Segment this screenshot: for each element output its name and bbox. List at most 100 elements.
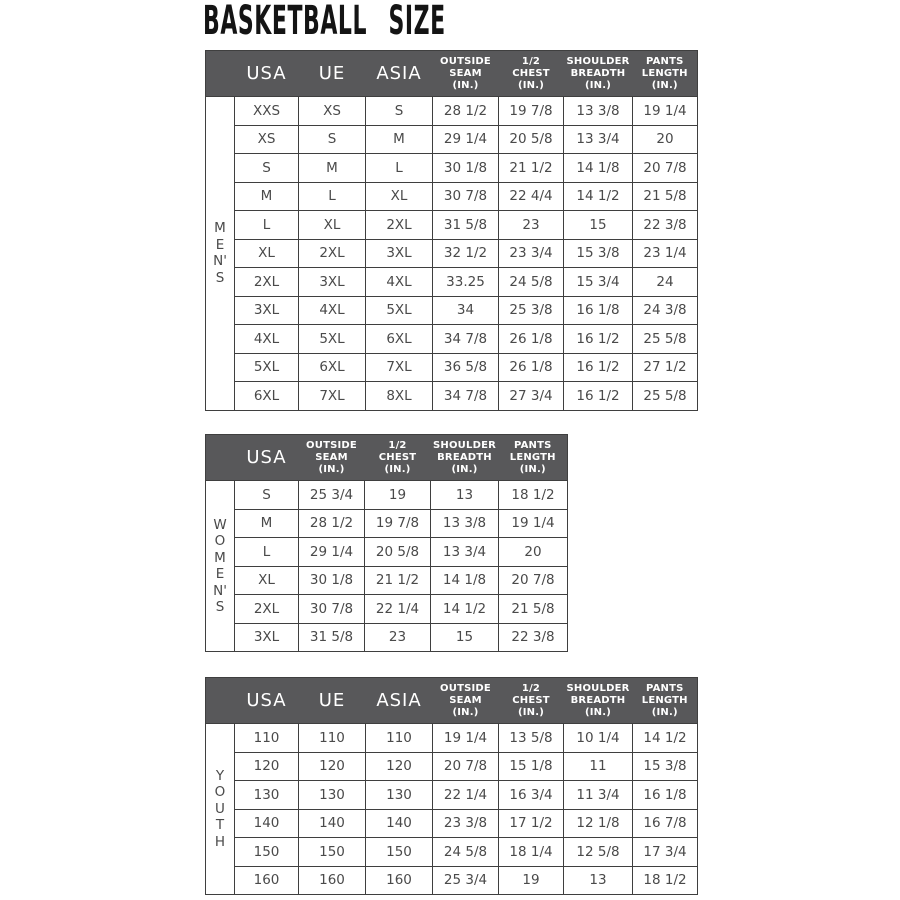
table-row: XL 30 1/8 21 1/2 14 1/8 20 7/8 xyxy=(206,565,568,595)
table-row: M E N' S XXS XS S 28 1/2 19 7/8 13 3/8 19 1/4 xyxy=(205,96,698,411)
size-cell: 22 4/4 xyxy=(498,181,564,211)
size-cell: 15 3/8 xyxy=(632,751,698,781)
size-cell: 7XL xyxy=(298,381,366,411)
size-cell: 28 1/2 xyxy=(432,96,499,126)
size-cell: 23 1/4 xyxy=(632,238,698,268)
size-cell: 6XL xyxy=(234,381,299,411)
size-cell: 140 xyxy=(365,808,433,838)
size-cell: 3XL xyxy=(365,238,433,268)
table-row: W O M E N' S S 25 3/4 19 13 18 1/2 xyxy=(205,480,568,652)
size-cell: 10 1/4 xyxy=(563,723,633,753)
size-cell: 25 3/8 xyxy=(498,295,564,325)
size-cell: 29 1/4 xyxy=(298,537,365,567)
size-cell: 16 1/2 xyxy=(563,324,633,354)
size-cell: 12 5/8 xyxy=(563,837,633,867)
size-cell: 24 xyxy=(632,267,698,297)
size-cell: 28 1/2 xyxy=(298,508,365,538)
table-row: XS S M 29 1/4 20 5/8 13 3/4 20 xyxy=(206,124,698,154)
size-cell: 25 3/4 xyxy=(298,480,365,510)
size-cell: 15 1/8 xyxy=(498,751,564,781)
size-cell: XL xyxy=(234,238,299,268)
size-cell: 34 7/8 xyxy=(432,324,499,354)
table-row: M 28 1/2 19 7/8 13 3/8 19 1/4 xyxy=(206,508,568,538)
size-cell: 20 xyxy=(632,124,698,154)
size-cell: 20 5/8 xyxy=(498,124,564,154)
table-row: 120 120 120 20 7/8 15 1/8 11 15 3/8 xyxy=(206,751,698,781)
size-cell: 3XL xyxy=(298,267,366,297)
size-cell: S xyxy=(365,96,433,126)
size-cell: 2XL xyxy=(234,267,299,297)
size-cell: 18 1/2 xyxy=(632,865,698,895)
size-cell: 4XL xyxy=(365,267,433,297)
column-header: OUTSIDE SEAM (IN.) xyxy=(298,434,365,481)
table-row: 130 130 130 22 1/4 16 3/4 11 3/4 16 1/8 xyxy=(206,780,698,810)
womens-size-table: USA OUTSIDE SEAM (IN.) 1/2 CHEST (IN.) SHOU… xyxy=(205,434,568,652)
size-cell: 22 3/8 xyxy=(498,622,568,652)
size-cell: 8XL xyxy=(365,381,433,411)
size-cell: 110 xyxy=(365,723,433,753)
table-row: L 29 1/4 20 5/8 13 3/4 20 xyxy=(206,537,568,567)
size-cell: 25 3/4 xyxy=(432,865,499,895)
size-cell: M xyxy=(298,153,366,183)
size-cell: 6XL xyxy=(365,324,433,354)
column-header: PANTS LENGTH (IN.) xyxy=(632,677,698,724)
size-cell: 11 3/4 xyxy=(563,780,633,810)
size-cell: 15 3/8 xyxy=(563,238,633,268)
size-cell: 140 xyxy=(298,808,366,838)
size-cell: 24 3/8 xyxy=(632,295,698,325)
size-cell: 24 5/8 xyxy=(432,837,499,867)
size-cell: 130 xyxy=(298,780,366,810)
size-cell: M xyxy=(234,508,299,538)
size-cell: 20 7/8 xyxy=(632,153,698,183)
size-cell: 30 7/8 xyxy=(298,594,365,624)
size-cell: 120 xyxy=(234,751,299,781)
header-corner xyxy=(205,434,235,481)
size-cell: 5XL xyxy=(298,324,366,354)
size-cell: 16 1/2 xyxy=(563,352,633,382)
size-cell: 16 1/2 xyxy=(563,381,633,411)
column-header: UE xyxy=(298,677,366,724)
size-cell: 16 1/8 xyxy=(563,295,633,325)
table-row: 2XL 3XL 4XL 33.25 24 5/8 15 3/4 24 xyxy=(206,267,698,297)
column-header: 1/2 CHEST (IN.) xyxy=(364,434,431,481)
size-cell: 22 1/4 xyxy=(432,780,499,810)
size-cell: 110 xyxy=(234,723,299,753)
size-cell: 6XL xyxy=(298,352,366,382)
size-cell: XL xyxy=(298,210,366,240)
size-cell: 31 5/8 xyxy=(432,210,499,240)
table-row: 150 150 150 24 5/8 18 1/4 12 5/8 17 3/4 xyxy=(206,837,698,867)
size-cell: 23 3/8 xyxy=(432,808,499,838)
table-row: 2XL 30 7/8 22 1/4 14 1/2 21 5/8 xyxy=(206,594,568,624)
size-cell: 2XL xyxy=(298,238,366,268)
size-cell: 15 xyxy=(430,622,499,652)
group-label: M E N' S xyxy=(205,96,235,411)
column-header: PANTS LENGTH (IN.) xyxy=(498,434,568,481)
size-cell: 20 7/8 xyxy=(432,751,499,781)
size-cell: 23 xyxy=(498,210,564,240)
size-cell: S xyxy=(234,480,299,510)
size-cell: 140 xyxy=(234,808,299,838)
size-cell: 19 1/4 xyxy=(632,96,698,126)
size-cell: 13 3/8 xyxy=(563,96,633,126)
size-cell: 4XL xyxy=(298,295,366,325)
size-cell: 34 xyxy=(432,295,499,325)
size-cell: 13 3/8 xyxy=(430,508,499,538)
table-row: XL 2XL 3XL 32 1/2 23 3/4 15 3/8 23 1/4 xyxy=(206,238,698,268)
size-cell: 21 5/8 xyxy=(498,594,568,624)
column-header: USA xyxy=(234,50,299,97)
size-cell: 20 5/8 xyxy=(364,537,431,567)
table-row: M L XL 30 7/8 22 4/4 14 1/2 21 5/8 xyxy=(206,181,698,211)
size-cell: 22 3/8 xyxy=(632,210,698,240)
size-cell: S xyxy=(298,124,366,154)
column-header: USA xyxy=(234,677,299,724)
size-cell: 24 5/8 xyxy=(498,267,564,297)
size-cell: 23 xyxy=(364,622,431,652)
size-cell: 14 1/2 xyxy=(430,594,499,624)
size-cell: 120 xyxy=(365,751,433,781)
size-cell: XS xyxy=(234,124,299,154)
size-cell: 160 xyxy=(234,865,299,895)
column-header: 1/2 CHEST (IN.) xyxy=(498,50,564,97)
size-table: USA UE ASIA OUTSIDE SEAM (IN.) 1/2 CHEST (IN… xyxy=(205,50,698,411)
size-cell: 20 7/8 xyxy=(498,565,568,595)
table-row: 3XL 4XL 5XL 34 25 3/8 16 1/8 24 3/8 xyxy=(206,295,698,325)
